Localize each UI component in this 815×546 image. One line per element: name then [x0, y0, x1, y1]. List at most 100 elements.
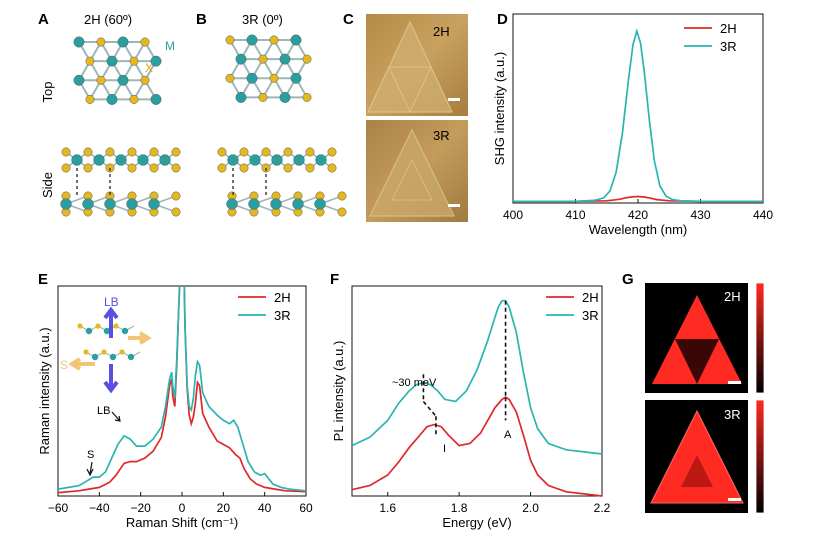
chalcogen-atom	[85, 94, 95, 104]
shg-colorbar-3r	[755, 399, 765, 514]
chalcogen-atom	[83, 147, 93, 157]
x-tick-label: 40	[258, 501, 272, 515]
afm-label-3r: 3R	[433, 128, 450, 143]
metal-atom	[150, 93, 162, 105]
shg-inner-3r	[681, 455, 713, 487]
shg-scale-bar-2h	[728, 381, 741, 384]
afm-image-2h: 2H	[366, 14, 468, 116]
inset-metal-atom	[127, 353, 135, 361]
afm-image-3r: 3R	[366, 120, 468, 222]
metal-atom	[279, 91, 291, 103]
metal-atom	[82, 198, 94, 210]
afm-scale-bar-2h	[448, 98, 460, 101]
metal-atom	[270, 198, 282, 210]
chalcogen-atom	[283, 163, 293, 173]
raman-lb-peak-label: LB	[97, 405, 110, 417]
crystal-2h-side-view	[60, 147, 181, 217]
shg-map-label-3r: 3R	[724, 407, 741, 422]
plot-frame	[351, 285, 603, 497]
metal-atom	[235, 53, 247, 65]
chalcogen-atom	[96, 75, 106, 85]
pl-spectrum-chart: 1.6 1.8 2.0 2.2 Energy (eV) PL intensity (a.u…	[331, 285, 611, 530]
chalcogen-label-x: X	[145, 61, 153, 75]
crystal-2h-top-view	[73, 36, 162, 105]
chalcogen-atom	[171, 207, 181, 217]
metal-atom	[293, 154, 305, 166]
chalcogen-atom	[129, 56, 139, 66]
chalcogen-atom	[225, 35, 235, 45]
chalcogen-atom	[327, 163, 337, 173]
panel-letter-b: B	[196, 11, 207, 28]
inset-chalcogen-atom	[77, 323, 83, 329]
chalcogen-atom	[258, 54, 268, 64]
x-tick-label: 2.2	[594, 501, 611, 515]
inset-metal-atom	[121, 327, 129, 335]
s-arrow-left-icon	[68, 357, 95, 371]
metal-atom	[73, 36, 85, 48]
chalcogen-atom	[337, 191, 347, 201]
panel-letter-a: A	[38, 11, 49, 28]
chalcogen-atom	[217, 147, 227, 157]
chalcogen-atom	[61, 163, 71, 173]
metal-atom	[315, 154, 327, 166]
s-arrow-right-icon	[128, 331, 152, 345]
chalcogen-atom	[140, 37, 150, 47]
series-line-2h	[351, 396, 603, 497]
afm-label-2h: 2H	[433, 24, 450, 39]
chalcogen-atom	[129, 94, 139, 104]
chalcogen-atom	[258, 92, 268, 102]
x-tick-label: 410	[565, 208, 585, 222]
shg-spectrum-chart: 400 410 420 430 440 Wavelength (nm) SHG intens…	[492, 13, 773, 237]
chalcogen-atom	[302, 92, 312, 102]
shg-map-label-2h: 2H	[724, 289, 741, 304]
chalcogen-atom	[269, 35, 279, 45]
metal-atom	[290, 72, 302, 84]
shg-scale-bar-3r	[728, 498, 741, 501]
metal-atom	[227, 154, 239, 166]
metal-atom	[314, 198, 326, 210]
panel-b-title: 3R (0º)	[242, 12, 283, 27]
chalcogen-atom	[305, 147, 315, 157]
afm-inner-triangle-2h	[388, 66, 432, 114]
s-arrow-label: S	[60, 358, 68, 372]
metal-atom	[246, 72, 258, 84]
chalcogen-atom	[83, 163, 93, 173]
metal-atom	[117, 74, 129, 86]
inset-metal-atom	[103, 327, 111, 335]
chalcogen-atom	[127, 147, 137, 157]
panel-letter-e: E	[38, 271, 48, 288]
metal-atom	[71, 154, 83, 166]
inset-metal-atom	[91, 353, 99, 361]
shg-inner-dark-2h	[675, 339, 719, 384]
chalcogen-atom	[327, 147, 337, 157]
chalcogen-atom	[171, 147, 181, 157]
raman-s-pointer-icon	[86, 461, 94, 477]
inset-metal-atom	[85, 327, 93, 335]
raman-s-peak-label: S	[87, 449, 94, 461]
chalcogen-atom	[171, 191, 181, 201]
legend-label-3r: 3R	[274, 308, 291, 323]
x-tick-label: 60	[299, 501, 313, 515]
plot-frame	[57, 285, 307, 497]
chalcogen-atom	[171, 163, 181, 173]
metal-atom	[226, 198, 238, 210]
series-line-3r	[513, 27, 763, 203]
x-tick-label: 400	[503, 208, 523, 222]
metal-atom	[249, 154, 261, 166]
metal-atom	[104, 198, 116, 210]
metal-atom	[73, 74, 85, 86]
chalcogen-atom	[337, 207, 347, 217]
x-tick-label: 1.6	[379, 501, 396, 515]
metal-atom	[248, 198, 260, 210]
legend-label-3r: 3R	[582, 308, 599, 323]
row-label-side: Side	[40, 172, 55, 198]
metal-atom	[148, 198, 160, 210]
legend-label-2h: 2H	[274, 290, 291, 305]
crystal-3r-side-view	[217, 147, 347, 217]
metal-atom	[150, 55, 162, 67]
legend-label-2h: 2H	[582, 290, 599, 305]
inset-chalcogen-atom	[119, 349, 125, 355]
metal-label-m: M	[165, 39, 175, 53]
x-tick-label: 430	[690, 208, 710, 222]
